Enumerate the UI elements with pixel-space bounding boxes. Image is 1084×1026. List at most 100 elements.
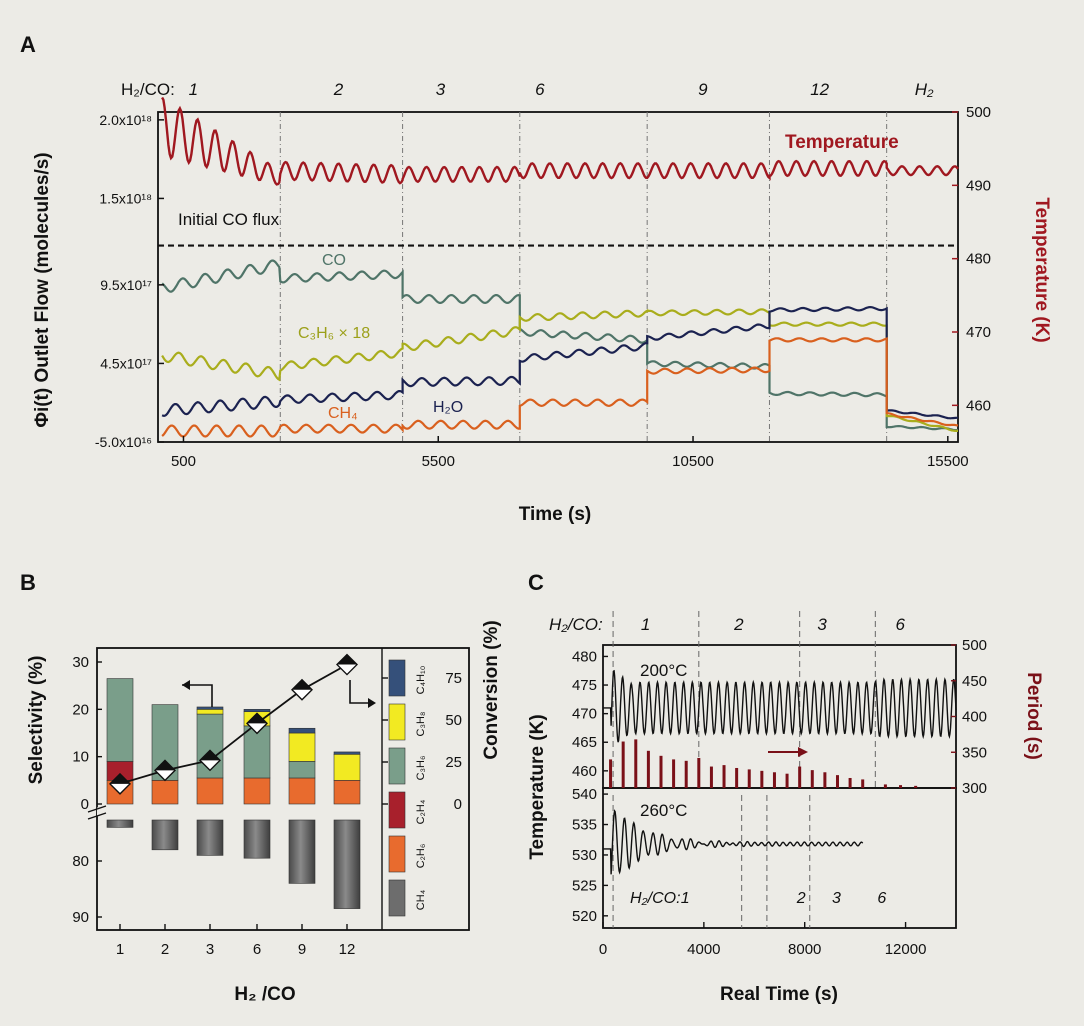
period-bar-5: [672, 759, 676, 788]
y2-tick-label-0: 500: [966, 104, 991, 121]
series-label-h2o: H₂O: [433, 399, 463, 416]
c-ratio-top-1: 2: [733, 615, 744, 634]
period-bar-15: [798, 766, 802, 788]
b-xtick-label-5: 12: [339, 941, 356, 958]
b-xtick-label-4: 9: [298, 941, 306, 958]
c-ytick-bot-label-1: 535: [572, 817, 597, 834]
temperature-lines-c: [603, 669, 957, 875]
period-bar-7: [697, 757, 701, 788]
series-label-temperature: Temperature: [785, 132, 899, 153]
bar-ch4-1: [151, 819, 179, 851]
arrow-selectivity: [182, 684, 213, 707]
x-axis-title-b: H₂ /CO: [234, 984, 295, 1005]
b-y2tick-label-1: 50: [445, 712, 462, 729]
arrow-head-conversion: [368, 698, 376, 708]
series-line-1: [161, 259, 959, 432]
b-y2tick-label-2: 25: [445, 754, 462, 771]
y2-tick-label-2: 480: [966, 251, 991, 268]
panel-a-chart: H₂/CO: 1 2 3 6 9 12 H₂ Initial CO flux 2.0x10¹…: [32, 80, 1052, 525]
period-bar-21: [883, 784, 887, 788]
y2-axis-title-b: Conversion (%): [481, 620, 502, 759]
b-ytick-label-0: 30: [72, 654, 89, 671]
y2-tick-label-4: 460: [966, 397, 991, 414]
x-ticks-b: 1 2 3 6 9 12: [116, 924, 356, 958]
x-axis-title-a: Time (s): [519, 504, 592, 525]
ratio-labels-a: 1 2 3 6 9 12 H₂: [189, 80, 934, 99]
x-tick-label-3: 15500: [927, 453, 969, 470]
period-bar-20: [861, 779, 865, 788]
c-ratio-top-0: 1: [641, 615, 650, 634]
period-bar-13: [772, 772, 776, 788]
c-y2tick-label-3: 350: [962, 744, 987, 761]
series-line-0: [161, 96, 959, 186]
legend-b: C₄H₁₀ C₃H₈ C₃H₆ C₂H₄ C₂H₆ CH₄: [388, 659, 427, 917]
period-bar-22: [899, 785, 903, 788]
legend-swatch-2: [388, 747, 406, 785]
bar-ch4-5: [333, 819, 361, 909]
bar-C2H6-5: [333, 780, 361, 805]
arrow-conversion: [349, 680, 372, 704]
c-ratio-bottom-3: 6: [877, 890, 886, 907]
c-xtick-label-1: 4000: [687, 941, 720, 958]
legend-label-2: C₃H₆: [415, 756, 427, 781]
c-ytick-top-label-1: 475: [572, 677, 597, 694]
bar-C4H10-2: [196, 706, 224, 710]
legend-label-4: C₂H₆: [415, 844, 427, 869]
period-bar-18: [835, 775, 839, 788]
bar-C2H6-2: [196, 777, 224, 805]
c-ratio-bottom-2: 3: [832, 890, 841, 907]
y-tick-label-3: 4.5x10¹⁷: [100, 355, 152, 371]
bar-C3H8-5: [333, 753, 361, 781]
legend-label-3: C₂H₄: [415, 799, 427, 824]
legend-swatch-4: [388, 835, 406, 873]
c-y2tick-label-0: 500: [962, 637, 987, 654]
c-xtick-label-3: 12000: [885, 941, 927, 958]
y-tick-label-2: 9.5x10¹⁷: [100, 277, 152, 293]
y-axis-title-b: Selectivity (%): [26, 656, 47, 785]
y-ticks-a: 2.0x10¹⁸ 1.5x10¹⁸ 9.5x10¹⁷ 4.5x10¹⁷ -5.0x10¹…: [95, 112, 164, 450]
conversion-marker-top-0: [110, 773, 130, 784]
bar-C2H6-3: [243, 777, 271, 805]
legend-swatch-3: [388, 791, 406, 829]
y-ticks-c: 480 475 470 465 460 540 535 530 525 520: [572, 648, 608, 925]
y2-tick-label-3: 470: [966, 324, 991, 341]
ratio-label-4: 9: [698, 80, 708, 99]
c-ytick-top-label-0: 480: [572, 648, 597, 665]
ratio-labels-c-top: H₂/CO: 1 2 3 6: [549, 615, 905, 634]
c-ratio-top-3: 6: [895, 615, 905, 634]
c-y2tick-label-2: 400: [962, 709, 987, 726]
panel-c-label: C: [528, 570, 544, 595]
y2-ticks-c: 500 450 400 350 300: [951, 637, 987, 797]
period-bar-16: [810, 770, 814, 788]
x-ticks-a: 500 5500 10500 15500: [171, 436, 969, 470]
period-bar-4: [659, 755, 663, 788]
c-ratio-prefix-bottom: H₂/CO:: [630, 890, 681, 907]
conversion-marker-top-4: [292, 679, 312, 690]
b-ytick-label-b1: 90: [72, 909, 89, 926]
period-bar-6: [684, 760, 688, 788]
legend-swatch-0: [388, 659, 406, 697]
y-tick-label-4: -5.0x10¹⁶: [95, 434, 152, 450]
period-bar-11: [747, 769, 751, 788]
c-bottom-temperature-line: [603, 809, 864, 875]
conversion-marker-top-1: [155, 760, 175, 771]
plot-frame-b: [96, 647, 470, 931]
c-ratio-top-2: 3: [817, 615, 827, 634]
b-ytick-label-b0: 80: [72, 853, 89, 870]
period-bar-9: [722, 765, 726, 788]
period-bar-2: [634, 739, 638, 788]
x-tick-label-1: 5500: [422, 453, 455, 470]
series-line-2: [161, 308, 958, 432]
series-line-4: [161, 337, 959, 438]
bar-C4H10-5: [333, 751, 361, 755]
c-y2tick-label-4: 300: [962, 780, 987, 797]
ratio-label-6: H₂: [915, 80, 934, 99]
b-xtick-label-3: 6: [253, 941, 261, 958]
period-bar-1: [621, 741, 625, 788]
plot-frame-a: [157, 111, 959, 443]
legend-label-0: C₄H₁₀: [415, 666, 427, 695]
c-ytick-bot-label-3: 525: [572, 877, 597, 894]
bar-ch4-0: [106, 819, 134, 828]
period-bar-0: [609, 759, 613, 788]
